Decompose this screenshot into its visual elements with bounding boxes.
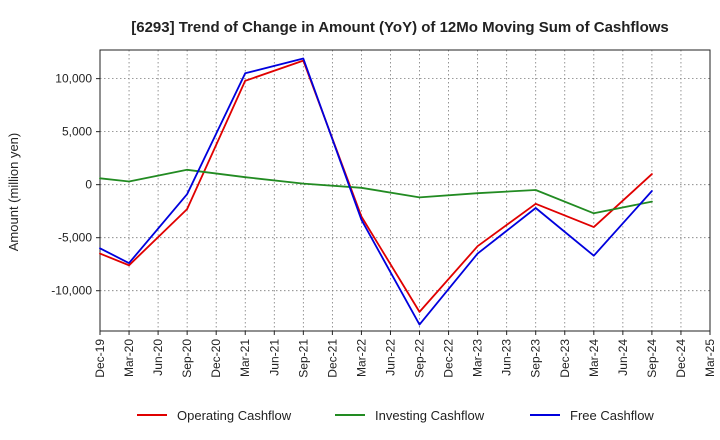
y-tick-label: 5,000 [62, 125, 92, 139]
x-tick-label: Dec-22 [442, 339, 456, 378]
y-tick-label: 0 [85, 178, 92, 192]
x-tick-label: Dec-20 [209, 339, 223, 378]
x-tick-label: Dec-19 [93, 339, 107, 378]
series-line-operating-cashflow [99, 59, 653, 313]
x-tick-label: Sep-20 [180, 339, 194, 378]
x-tick-label: Mar-23 [471, 339, 485, 377]
x-tick-label: Mar-20 [122, 339, 136, 377]
y-tick-label: 10,000 [55, 72, 92, 86]
x-tick-label: Dec-24 [674, 339, 688, 378]
x-tick-label: Sep-22 [413, 339, 427, 378]
series-line-free-cashflow [99, 57, 653, 326]
x-tick-label: Jun-20 [151, 339, 165, 376]
legend: Operating Cashflow Investing Cashflow Free… [137, 408, 654, 423]
legend-label: Investing Cashflow [375, 408, 485, 423]
x-tick-label: Mar-25 [703, 339, 717, 377]
x-tick-label: Dec-23 [558, 339, 572, 378]
x-tick-label: Sep-21 [296, 339, 310, 378]
x-tick-label: Jun-21 [267, 339, 281, 376]
x-tick-label: Sep-23 [529, 339, 543, 378]
x-tick-label: Dec-21 [325, 339, 339, 378]
y-axis-label: Amount (million yen) [6, 133, 21, 252]
plot-frame [99, 49, 711, 332]
chart-title: [6293] Trend of Change in Amount (YoY) o… [131, 19, 669, 36]
x-tick-label: Jun-22 [383, 339, 397, 376]
series-lines [99, 57, 653, 326]
y-tick-label: -10,000 [51, 284, 92, 298]
legend-label: Free Cashflow [570, 408, 654, 423]
x-tick-label: Jun-23 [500, 339, 514, 376]
series-line-investing-cashflow [99, 168, 653, 215]
x-tick-label: Mar-21 [238, 339, 252, 377]
y-tick-label: -5,000 [58, 231, 92, 245]
legend-label: Operating Cashflow [177, 408, 292, 423]
axes: Dec-19 Mar-20 Jun-20 Sep-20 Dec-20 Mar-21 Jun-… [51, 49, 717, 378]
x-tick-label: Mar-22 [354, 339, 368, 377]
x-tick-label: Mar-24 [587, 339, 601, 377]
x-tick-label: Jun-24 [616, 339, 630, 376]
x-tick-label: Sep-24 [645, 339, 659, 378]
